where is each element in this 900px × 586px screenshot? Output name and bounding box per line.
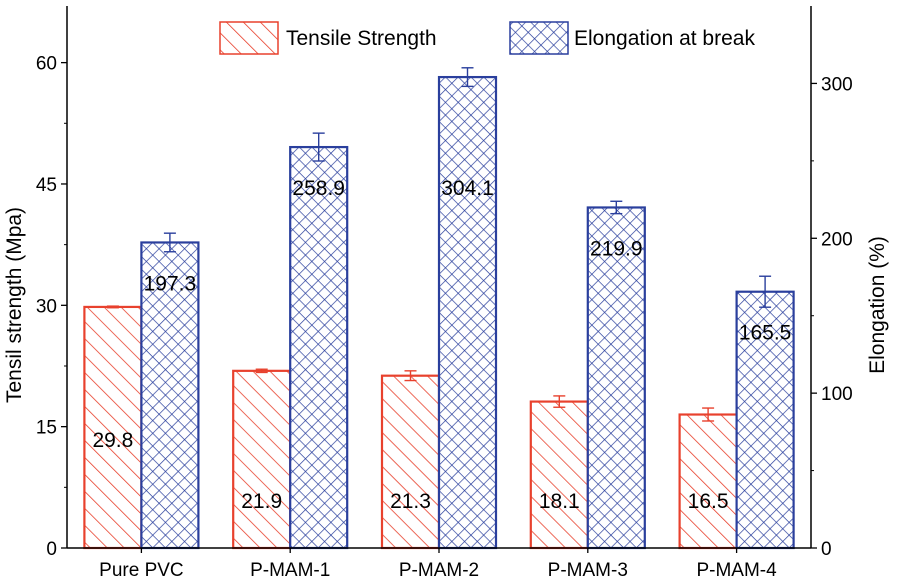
data-label-tensile-strength-p-mam-1: 21.9 xyxy=(241,490,282,513)
x-tick-label-pure-pvc: Pure PVC xyxy=(99,560,183,581)
data-label-elongation-at-break-p-mam-3: 219.9 xyxy=(590,237,643,260)
bar-tensile-strength-p-mam-2 xyxy=(380,374,441,550)
bar-tensile-strength-p-mam-1 xyxy=(232,369,292,550)
bar-elongation-at-break-p-mam-1 xyxy=(289,145,349,550)
y-right-tick-label-100: 100 xyxy=(821,384,853,405)
legend: Tensile Strength Elongation at break xyxy=(219,21,755,55)
legend-label-tensile-strength: Tensile Strength xyxy=(286,27,437,50)
bar-tensile-strength-p-mam-4 xyxy=(678,413,738,550)
data-label-elongation-at-break-p-mam-4: 165.5 xyxy=(739,322,792,345)
y-right-tick-label-200: 200 xyxy=(821,229,853,250)
x-tick-label-p-mam-4: P-MAM-4 xyxy=(696,560,777,581)
y-axis-left-title: Tensil strength (Mpa) xyxy=(3,207,26,403)
y-axis-right-title: Elongation (%) xyxy=(866,236,889,374)
axes-layer: 0 15 30 45 60 0 100 200 300 Pure PVC P-MAM-1 P-MAM-… xyxy=(36,6,853,581)
bar-tensile-strength-pure-pvc xyxy=(83,305,143,550)
legend-swatch-elongation-at-break xyxy=(509,21,569,55)
data-label-elongation-at-break-p-mam-1: 258.9 xyxy=(292,177,345,200)
bar-elongation-at-break-pure-pvc xyxy=(140,241,200,550)
data-label-tensile-strength-p-mam-3: 18.1 xyxy=(539,490,580,513)
data-label-tensile-strength-p-mam-2: 21.3 xyxy=(390,490,431,513)
y-left-tick-label-45: 45 xyxy=(36,175,57,196)
x-tick-label-p-mam-3: P-MAM-3 xyxy=(548,560,628,581)
error-bars-layer xyxy=(106,67,772,422)
x-tick-label-p-mam-2: P-MAM-2 xyxy=(399,560,479,581)
data-label-elongation-at-break-p-mam-2: 304.1 xyxy=(441,177,494,200)
bar-tensile-strength-p-mam-3 xyxy=(529,400,589,550)
y-right-tick-label-300: 300 xyxy=(821,74,853,95)
data-label-tensile-strength-pure-pvc: 29.8 xyxy=(92,429,133,452)
x-tick-label-p-mam-1: P-MAM-1 xyxy=(250,560,330,581)
bar-elongation-at-break-p-mam-3 xyxy=(586,206,646,550)
data-labels-layer: 29.8 197.3 21.9 258.9 21.3 304.1 18.1 219.9 16.5… xyxy=(92,177,791,513)
y-left-tick-label-15: 15 xyxy=(36,418,57,439)
y-right-tick-label-0: 0 xyxy=(821,539,832,560)
bars-layer xyxy=(83,75,795,550)
y-left-tick-label-0: 0 xyxy=(46,539,57,560)
data-label-elongation-at-break-pure-pvc: 197.3 xyxy=(144,272,197,295)
legend-label-elongation-at-break: Elongation at break xyxy=(574,27,755,50)
data-label-tensile-strength-p-mam-4: 16.5 xyxy=(688,490,729,513)
y-left-tick-label-30: 30 xyxy=(36,296,57,317)
legend-swatch-tensile-strength xyxy=(219,21,279,55)
y-left-tick-label-60: 60 xyxy=(36,54,57,75)
bar-elongation-at-break-p-mam-2 xyxy=(437,75,498,550)
